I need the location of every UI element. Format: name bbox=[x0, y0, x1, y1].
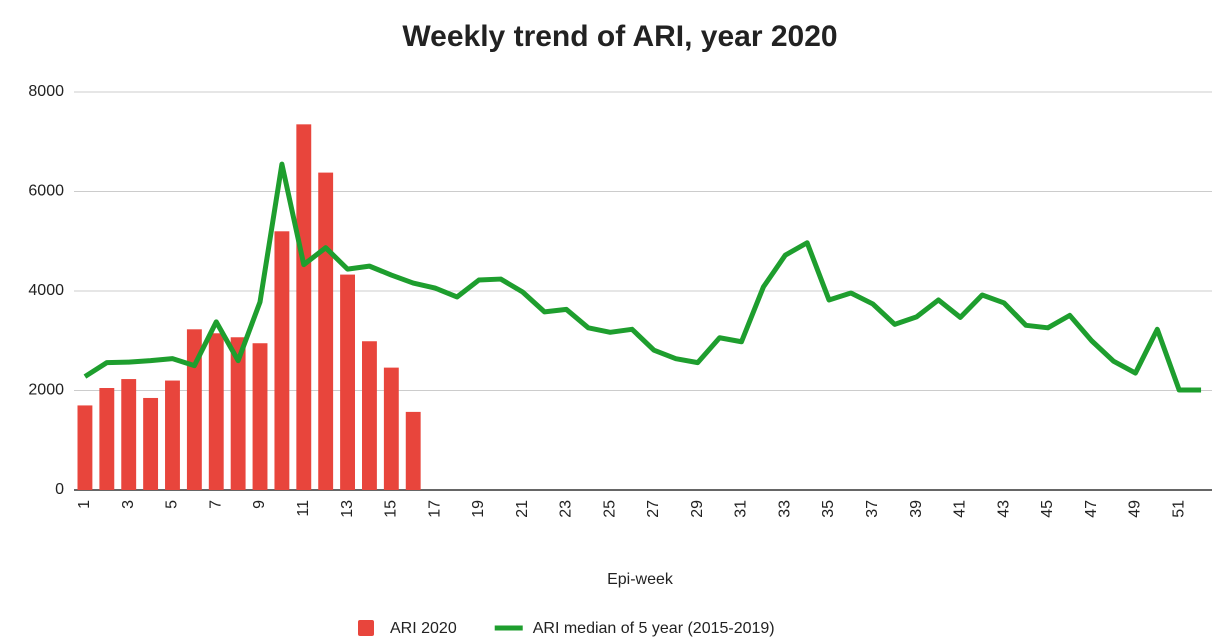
x-tick-label: 3 bbox=[120, 500, 137, 509]
x-tick-label: 35 bbox=[820, 500, 837, 518]
bar bbox=[143, 397, 159, 490]
x-tick-label: 7 bbox=[207, 500, 224, 509]
bar bbox=[186, 329, 202, 490]
x-tick-label: 39 bbox=[908, 500, 925, 518]
y-tick-label: 4000 bbox=[28, 282, 64, 299]
bar bbox=[362, 341, 377, 490]
y-tick-label: 6000 bbox=[28, 183, 64, 200]
x-tick-label: 51 bbox=[1170, 500, 1187, 518]
x-tick-label: 9 bbox=[251, 500, 268, 509]
legend-label: ARI median of 5 year (2015-2019) bbox=[533, 620, 775, 637]
x-tick-label: 13 bbox=[339, 500, 356, 518]
y-tick-label: 8000 bbox=[28, 83, 64, 100]
bar bbox=[121, 379, 137, 490]
legend-swatch bbox=[358, 620, 374, 636]
bar bbox=[296, 124, 312, 491]
x-tick-label: 25 bbox=[601, 500, 618, 518]
y-tick-label: 2000 bbox=[28, 382, 64, 399]
bar bbox=[77, 405, 93, 490]
bar bbox=[340, 274, 355, 490]
x-axis-label: Epi-week bbox=[607, 571, 674, 588]
x-tick-label: 23 bbox=[558, 500, 575, 518]
bar bbox=[208, 333, 224, 490]
x-tick-label: 5 bbox=[164, 500, 181, 509]
x-tick-label: 41 bbox=[952, 500, 969, 518]
chart-title: Weekly trend of ARI, year 2020 bbox=[402, 20, 837, 53]
x-tick-label: 15 bbox=[383, 500, 400, 518]
x-tick-label: 1 bbox=[76, 500, 93, 509]
x-tick-label: 27 bbox=[645, 500, 662, 518]
x-tick-label: 37 bbox=[864, 500, 881, 518]
x-tick-label: 49 bbox=[1127, 500, 1144, 518]
bar bbox=[99, 388, 115, 490]
legend-label: ARI 2020 bbox=[390, 620, 457, 637]
x-tick-label: 43 bbox=[995, 500, 1012, 518]
bar bbox=[230, 337, 246, 490]
bar bbox=[274, 231, 290, 491]
x-tick-label: 17 bbox=[426, 500, 443, 518]
bar bbox=[252, 343, 268, 490]
bar bbox=[383, 367, 399, 490]
x-tick-label: 45 bbox=[1039, 500, 1056, 518]
x-tick-label: 31 bbox=[733, 500, 750, 518]
x-tick-label: 47 bbox=[1083, 500, 1100, 518]
x-tick-label: 33 bbox=[776, 500, 793, 518]
x-tick-label: 21 bbox=[514, 500, 531, 518]
bar bbox=[318, 172, 334, 490]
x-tick-label: 19 bbox=[470, 500, 487, 518]
x-tick-label: 11 bbox=[295, 500, 312, 517]
bar bbox=[405, 411, 421, 490]
y-tick-label: 0 bbox=[55, 481, 64, 498]
x-tick-label: 29 bbox=[689, 500, 706, 518]
bar bbox=[165, 380, 180, 490]
line bbox=[83, 161, 1202, 393]
